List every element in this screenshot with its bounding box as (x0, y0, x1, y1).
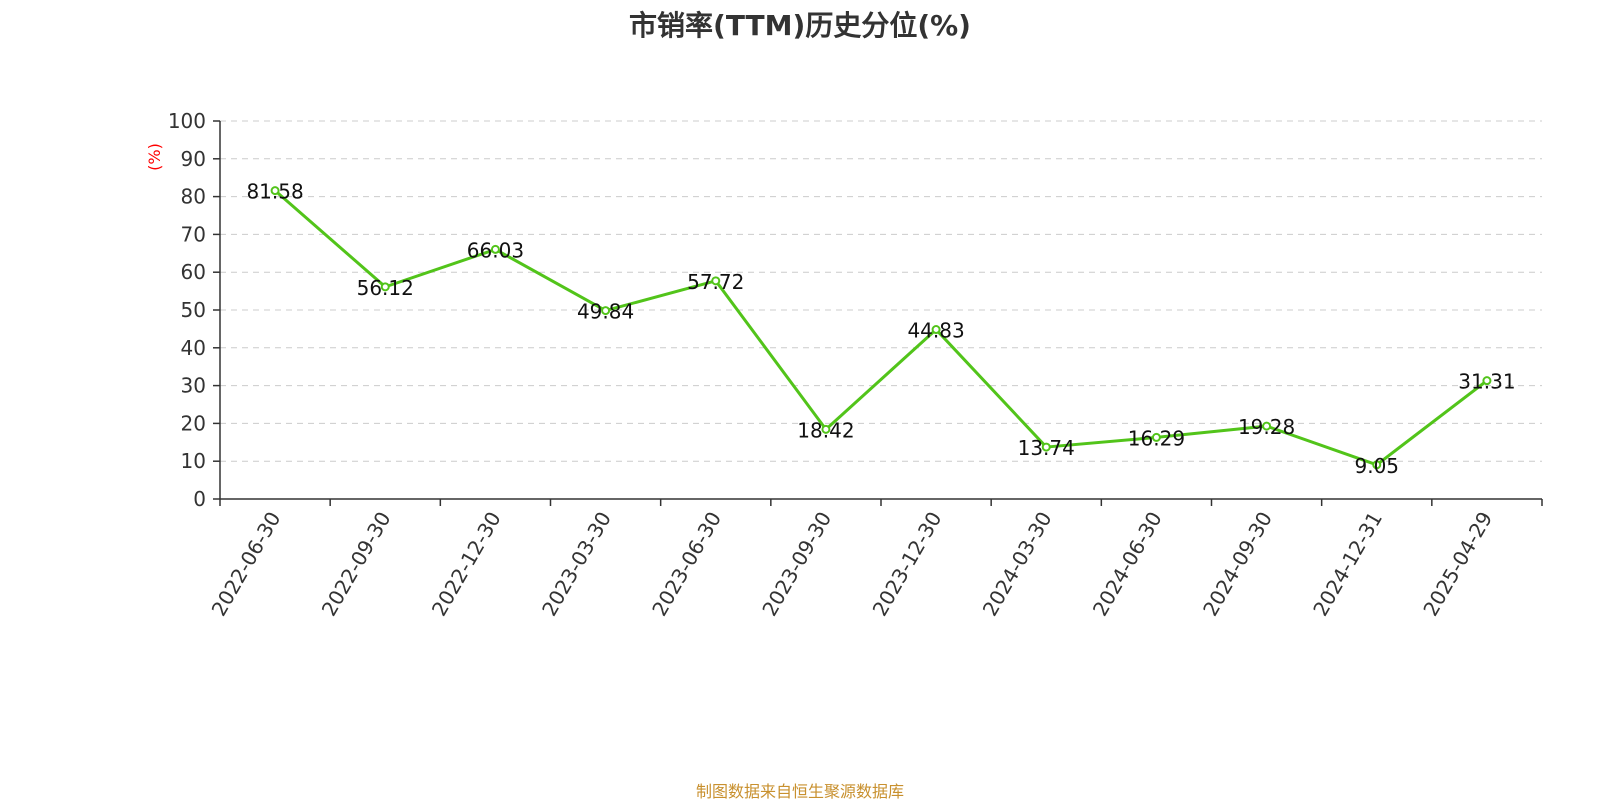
data-label: 56.12 (357, 276, 414, 300)
data-label: 44.83 (907, 319, 964, 343)
y-tick-label: 80 (181, 185, 206, 209)
y-tick-label: 90 (181, 147, 206, 171)
y-tick-label: 10 (181, 449, 206, 473)
data-point (821, 424, 831, 434)
data-label: 19.28 (1238, 415, 1295, 439)
data-point (711, 276, 721, 286)
data-label: 49.84 (577, 300, 634, 324)
data-label: 57.72 (687, 270, 744, 294)
data-point (1262, 421, 1272, 431)
axes (213, 120, 1543, 506)
x-tick-label: 2024-06-30 (1088, 508, 1167, 621)
y-axis-label: (%) (145, 143, 164, 171)
x-tick-label: 2024-12-31 (1308, 508, 1387, 621)
data-label: 9.05 (1354, 454, 1399, 478)
x-tick-label: 2022-09-30 (317, 508, 396, 621)
series-line (274, 189, 1488, 467)
y-tick-label: 60 (181, 260, 206, 284)
data-point (601, 306, 611, 316)
x-tick-label: 2023-09-30 (757, 508, 836, 621)
x-tick-label: 2023-12-30 (868, 508, 947, 621)
x-tick-label: 2024-09-30 (1198, 508, 1277, 621)
y-tick-labels: 0 10 20 30 40 50 60 70 80 90 100 (168, 109, 206, 511)
data-point (380, 282, 390, 292)
y-tick-label: 70 (181, 222, 206, 246)
data-point (270, 186, 280, 196)
data-label: 81.58 (246, 180, 303, 204)
x-tick-label: 2025-04-29 (1418, 508, 1497, 621)
data-points (270, 186, 1492, 470)
data-point (1041, 442, 1051, 452)
x-tick-label: 2022-06-30 (207, 508, 286, 621)
data-label: 13.74 (1018, 436, 1075, 460)
x-tick-label: 2022-12-30 (427, 508, 506, 621)
y-tick-label: 20 (181, 411, 206, 435)
chart-title: 市销率(TTM)历史分位(%) (629, 9, 971, 42)
data-point (931, 325, 941, 335)
x-tick-label: 2023-03-30 (537, 508, 616, 621)
y-tick-label: 100 (168, 109, 206, 133)
data-label: 18.42 (797, 418, 854, 442)
series-lines (274, 189, 1488, 467)
y-tick-label: 0 (193, 487, 206, 511)
data-label: 66.03 (467, 238, 524, 262)
data-point (1151, 432, 1161, 442)
y-tick-label: 50 (181, 298, 206, 322)
x-tick-label: 2024-03-30 (978, 508, 1057, 621)
data-labels: 81.58 56.12 66.03 49.84 57.72 18.42 44.83 13.74… (246, 180, 1515, 478)
y-tick-label: 30 (181, 374, 206, 398)
data-point (1372, 460, 1382, 470)
data-label: 16.29 (1128, 426, 1185, 450)
data-point (1482, 376, 1492, 386)
source-note: 制图数据来自恒生聚源数据库 (695, 782, 904, 801)
x-tick-labels: 2022-06-30 2022-09-30 2022-12-30 2023-03-30… (207, 508, 1498, 621)
y-tick-label: 40 (181, 336, 206, 360)
grid-lines (220, 120, 1542, 462)
data-label: 31.31 (1458, 370, 1515, 394)
data-point (490, 244, 500, 254)
x-tick-label: 2023-06-30 (647, 508, 726, 621)
